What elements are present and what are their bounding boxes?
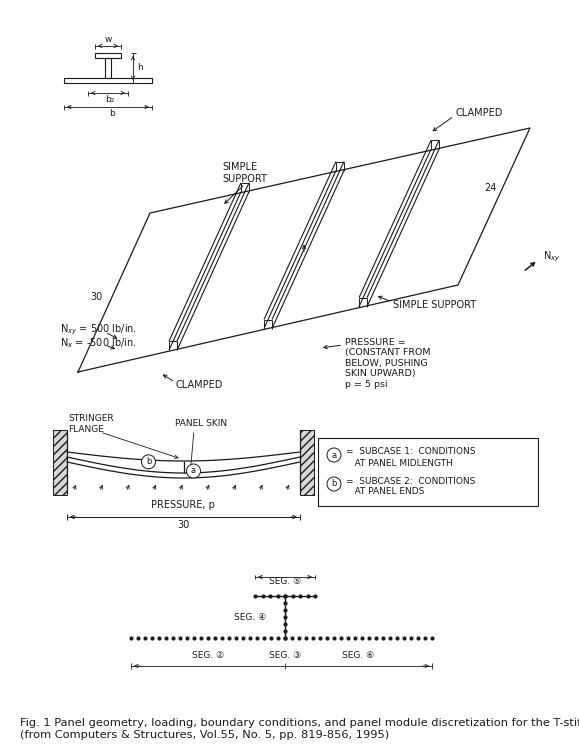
Text: N$_{x}$ = -500 lb/in.: N$_{x}$ = -500 lb/in. xyxy=(60,336,137,350)
Circle shape xyxy=(186,464,200,478)
Text: AT PANEL ENDS: AT PANEL ENDS xyxy=(346,488,424,496)
Circle shape xyxy=(327,448,341,462)
Circle shape xyxy=(327,477,341,491)
Text: SEG. ⑤: SEG. ⑤ xyxy=(269,577,301,586)
Text: a: a xyxy=(331,451,336,460)
Circle shape xyxy=(141,454,156,469)
Text: h: h xyxy=(137,64,143,73)
Text: 30: 30 xyxy=(177,520,190,530)
Text: =  SUBCASE 1:  CONDITIONS: = SUBCASE 1: CONDITIONS xyxy=(346,448,475,457)
Text: SIMPLE
SUPPORT: SIMPLE SUPPORT xyxy=(222,162,267,184)
Text: b₂: b₂ xyxy=(105,94,115,104)
Text: N$_{xy}$: N$_{xy}$ xyxy=(543,250,560,264)
Bar xyxy=(64,78,152,83)
Text: PANEL SKIN: PANEL SKIN xyxy=(175,419,227,428)
Text: b: b xyxy=(109,110,115,118)
Text: STRINGER
FLANGE: STRINGER FLANGE xyxy=(68,414,113,434)
Bar xyxy=(105,58,111,78)
Text: 30: 30 xyxy=(90,292,102,302)
Text: PRESSURE =
(CONSTANT FROM
BELOW, PUSHING
SKIN UPWARD)
p = 5 psi: PRESSURE = (CONSTANT FROM BELOW, PUSHING… xyxy=(345,338,431,388)
Text: PRESSURE, p: PRESSURE, p xyxy=(151,500,215,510)
Text: =  SUBCASE 2:  CONDITIONS: = SUBCASE 2: CONDITIONS xyxy=(346,476,475,485)
Text: SEG. ③: SEG. ③ xyxy=(269,652,301,661)
Text: AT PANEL MIDLENGTH: AT PANEL MIDLENGTH xyxy=(346,458,453,467)
Text: SIMPLE SUPPORT: SIMPLE SUPPORT xyxy=(393,300,476,310)
Text: 24: 24 xyxy=(484,183,496,193)
Text: a: a xyxy=(191,466,196,476)
Bar xyxy=(53,430,67,495)
Text: SEG. ②: SEG. ② xyxy=(192,652,224,661)
Text: b: b xyxy=(331,479,336,488)
Text: w: w xyxy=(104,35,112,44)
Text: SEG. ⑥: SEG. ⑥ xyxy=(342,652,375,661)
Text: Fig. 1 Panel geometry, loading, boundary conditions, and panel module discretiza: Fig. 1 Panel geometry, loading, boundary… xyxy=(20,718,579,740)
Text: CLAMPED: CLAMPED xyxy=(455,108,503,118)
Bar xyxy=(300,430,314,495)
Text: CLAMPED: CLAMPED xyxy=(175,380,222,390)
Bar xyxy=(95,53,121,58)
Text: SEG. ④: SEG. ④ xyxy=(234,613,266,622)
Bar xyxy=(318,438,538,506)
Text: N$_{xy}$ = 500 lb/in.: N$_{xy}$ = 500 lb/in. xyxy=(60,322,137,338)
Text: b: b xyxy=(146,458,151,466)
